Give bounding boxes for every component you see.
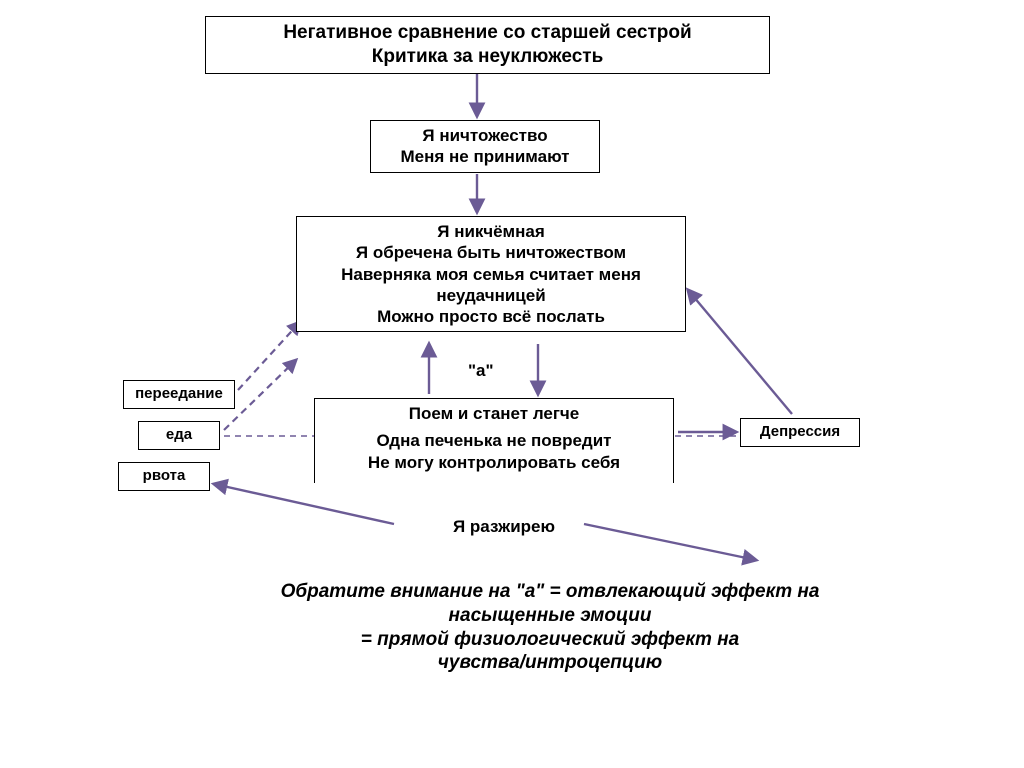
node-belief2: Я никчёмная Я обречена быть ничтожеством… xyxy=(296,216,686,332)
text: Одна печенька не повредит xyxy=(323,430,665,451)
text: Обратите внимание на "а" = отвлекающий э… xyxy=(240,580,860,604)
node-top: Негативное сравнение со старшей сестрой … xyxy=(205,16,770,74)
text: Наверняка моя семья считает меня xyxy=(305,264,677,285)
text: Меня не принимают xyxy=(379,146,591,167)
arrow-overeat-to-belief2 xyxy=(238,322,300,390)
arrow-fat-to-depr xyxy=(584,524,756,560)
text: чувства/интроцепцию xyxy=(240,651,860,675)
node-food: еда xyxy=(138,421,220,450)
node-coping: Поем и станет легче Одна печенька не пов… xyxy=(314,398,674,483)
text: Депрессия xyxy=(760,423,840,440)
label-a-marker: "а" xyxy=(468,360,494,381)
text: Я ничтожество xyxy=(379,125,591,146)
text: Я никчёмная xyxy=(305,221,677,242)
arrow-depr-to-belief2 xyxy=(688,290,792,414)
text: = прямой физиологический эффект на xyxy=(240,628,860,652)
text: Можно просто всё послать xyxy=(305,306,677,327)
text: рвота xyxy=(143,467,186,484)
text: переедание xyxy=(135,385,223,402)
arrow-fat-to-vomit xyxy=(214,484,394,524)
text: Не могу контролировать себя xyxy=(323,452,665,473)
text: еда xyxy=(166,426,192,443)
text: Я обречена быть ничтожеством xyxy=(305,242,677,263)
node-vomit: рвота xyxy=(118,462,210,491)
text: Поем и станет легче xyxy=(323,403,665,424)
text: неудачницей xyxy=(305,285,677,306)
footnote: Обратите внимание на "а" = отвлекающий э… xyxy=(240,580,860,675)
node-belief1: Я ничтожество Меня не принимают xyxy=(370,120,600,173)
text: Негативное сравнение со старшей сестрой xyxy=(214,21,761,45)
text: Критика за неуклюжесть xyxy=(214,45,761,69)
node-depression: Депрессия xyxy=(740,418,860,447)
node-overeating: переедание xyxy=(123,380,235,409)
text: насыщенные эмоции xyxy=(240,604,860,628)
label-fat: Я разжирею xyxy=(404,516,604,537)
